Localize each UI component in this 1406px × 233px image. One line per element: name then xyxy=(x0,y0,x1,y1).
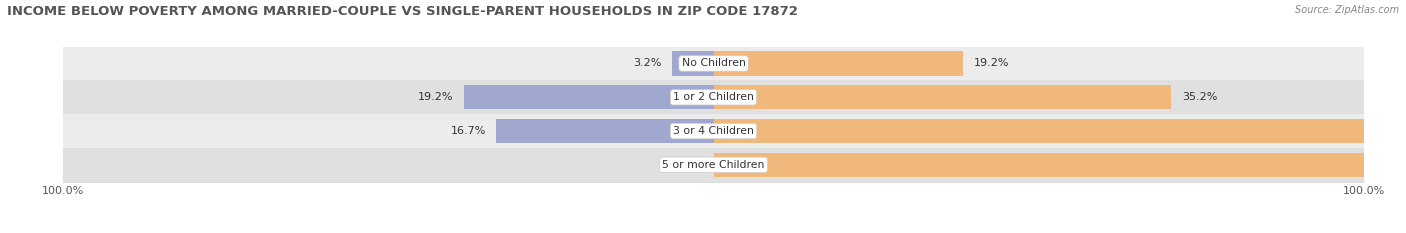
Text: No Children: No Children xyxy=(682,58,745,69)
Text: 3 or 4 Children: 3 or 4 Children xyxy=(673,126,754,136)
Text: 16.7%: 16.7% xyxy=(450,126,486,136)
Bar xyxy=(63,80,1364,114)
Bar xyxy=(672,51,713,76)
Bar xyxy=(63,114,1364,148)
Bar xyxy=(464,85,713,110)
Bar xyxy=(63,148,1364,182)
Text: 1 or 2 Children: 1 or 2 Children xyxy=(673,92,754,102)
Bar xyxy=(713,153,1406,177)
Bar xyxy=(713,51,963,76)
Text: 19.2%: 19.2% xyxy=(418,92,453,102)
Bar xyxy=(713,119,1406,143)
Text: 3.2%: 3.2% xyxy=(633,58,661,69)
Bar xyxy=(63,47,1364,80)
Legend: Married Couples, Single Parents: Married Couples, Single Parents xyxy=(605,232,823,233)
Text: Source: ZipAtlas.com: Source: ZipAtlas.com xyxy=(1295,5,1399,15)
Bar xyxy=(496,119,713,143)
Text: 5 or more Children: 5 or more Children xyxy=(662,160,765,170)
Bar xyxy=(713,85,1171,110)
Text: 35.2%: 35.2% xyxy=(1181,92,1218,102)
Text: 19.2%: 19.2% xyxy=(973,58,1010,69)
Text: INCOME BELOW POVERTY AMONG MARRIED-COUPLE VS SINGLE-PARENT HOUSEHOLDS IN ZIP COD: INCOME BELOW POVERTY AMONG MARRIED-COUPL… xyxy=(7,5,799,18)
Text: 0.0%: 0.0% xyxy=(675,160,703,170)
